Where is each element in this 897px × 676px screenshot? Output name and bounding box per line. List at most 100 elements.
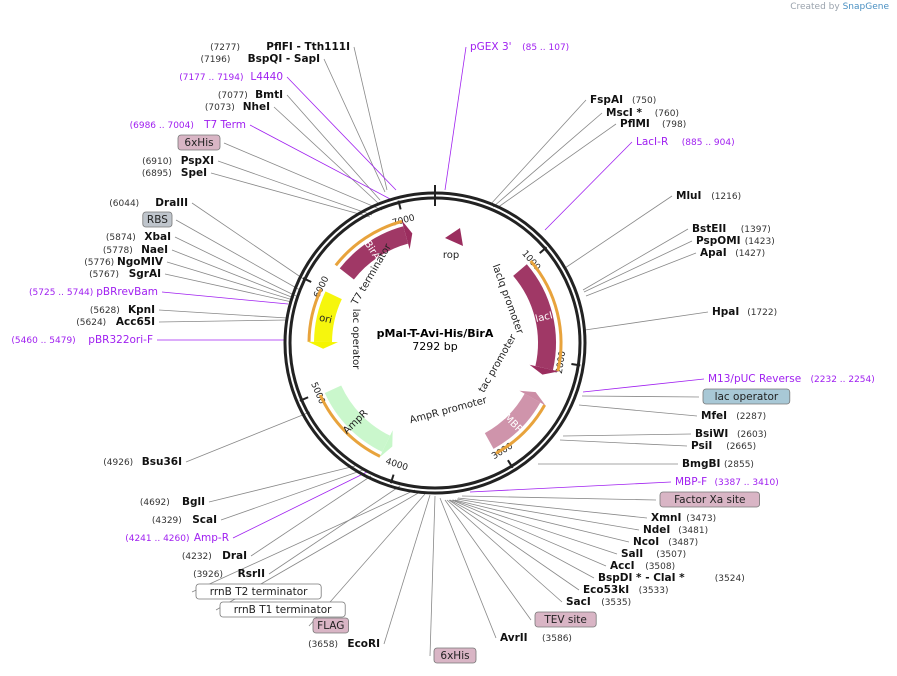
map-label: BspQI - SapI (7196) [200,53,320,65]
enzyme-label: DraI [222,550,247,562]
label-box [534,611,597,628]
map-label: NcoI (3487) [633,536,698,548]
leader-line [164,273,293,303]
primer-label: MBP-F [675,476,707,488]
leader-line [286,94,381,201]
feature-arrow [339,226,409,280]
enzyme-label: XbaI [144,231,171,243]
leader-line [268,485,401,575]
enzyme-label: MfeI [701,410,727,422]
position-label: (7196) [200,55,230,65]
map-label: pBR322ori-F (5460 .. 5479) [11,334,153,346]
enzyme-label: PspOMI [696,235,741,247]
feature-arrow [314,291,342,343]
map-label: lac operator [702,388,791,405]
label-box [433,647,477,664]
leader-line [448,499,580,591]
enzyme-label: MscI * [606,107,642,119]
feature-halo [307,288,323,342]
map-label: NaeI (5778) [103,244,168,256]
leader-line [452,499,618,555]
position-label: (7177 .. 7194) [179,73,243,83]
map-label: M13/pUC Reverse (2232 .. 2254) [708,373,875,385]
map-label: EcoRI (3658) [308,638,380,650]
map-label: KpnI (5628) [90,304,155,316]
leader-line [161,291,289,305]
feature-arrowhead [401,220,413,250]
map-label: T7 Term (6986 .. 7004) [130,119,246,131]
leader-line [564,195,673,269]
primer-label: M13/pUC Reverse [708,373,801,385]
feature-arrow [513,264,556,371]
position-label: (5628) [90,306,120,316]
map-label: DraIII (6044) [109,197,188,209]
enzyme-label: Acc65I [116,316,155,328]
leader-line [323,58,386,193]
tick-mark [302,277,312,283]
position-label: (2855) [724,460,754,470]
map-label: BglI (4692) [140,496,205,508]
position-label: (85 .. 107) [522,43,569,53]
position-label: (4692) [140,498,170,508]
position-label: (4232) [182,552,212,562]
label-box [702,388,791,405]
map-label: HpaI (1722) [712,306,777,318]
map-label: FLAG [312,617,349,634]
label-box [659,491,760,508]
map-label: SgrAI (5767) [89,268,161,280]
position-label: (5767) [89,270,119,280]
leader-line [451,499,607,567]
position-label: (1216) [711,192,741,202]
map-label: SacI (3535) [566,596,631,608]
map-label: MfeI (2287) [701,410,766,422]
position-label: (1397) [741,225,771,235]
label-text: FLAG [317,620,344,632]
leader-line [171,249,295,299]
map-label: SpeI (6895) [142,167,207,179]
position-label: (6895) [142,169,172,179]
map-label: PflMI (798) [620,118,686,130]
leader-line [191,202,306,281]
label-box [195,583,322,600]
leader-line [544,141,633,231]
leader-line [383,494,431,645]
feature-arrow [324,385,391,452]
enzyme-label: BmtI [255,89,283,101]
map-label: LacI-R (885 .. 904) [636,136,735,148]
map-label: TEV site [534,611,597,628]
label-box [177,134,221,151]
map-label: 6xHis [177,134,221,151]
map-label: NdeI (3481) [643,524,708,536]
map-label: RBS [142,211,173,228]
enzyme-label: PflMI [620,118,650,130]
credit-line: Created by SnapGene [790,2,889,12]
enzyme-label: AccI [610,560,634,572]
position-label: (6986 .. 7004) [130,121,194,131]
map-label: rrnB T1 terminator [219,601,346,618]
feature-label: lacI [534,310,553,325]
tick-mark [389,474,395,484]
enzyme-label: BmgBI [682,458,720,470]
enzyme-label: SacI [566,596,591,608]
leader-line [166,261,294,301]
leader-line [456,498,640,531]
leader-line [469,481,672,493]
map-label: Eco53kI (3533) [583,584,669,596]
primer-label: LacI-R [636,136,668,148]
map-label: BmgBI (2855) [682,458,754,470]
label-text: Factor Xa site [674,494,745,506]
map-label: PspOMI (1423) [696,235,775,247]
map-label: rrnB T2 terminator [195,583,322,600]
map-label: PflFI - Tth111I (7277) [210,41,350,53]
leader-lines [157,46,709,657]
leader-line [220,469,364,521]
leader-line [158,319,288,323]
position-label: (5874) [106,233,136,243]
tick-label: 4000 [384,457,409,473]
feature-arrowhead [379,430,393,458]
enzyme-label: KpnI [128,304,155,316]
enzyme-label: Eco53kI [583,584,629,596]
enzyme-label: BglI [182,496,205,508]
leader-line [582,228,689,291]
position-label: (1423) [745,237,775,247]
